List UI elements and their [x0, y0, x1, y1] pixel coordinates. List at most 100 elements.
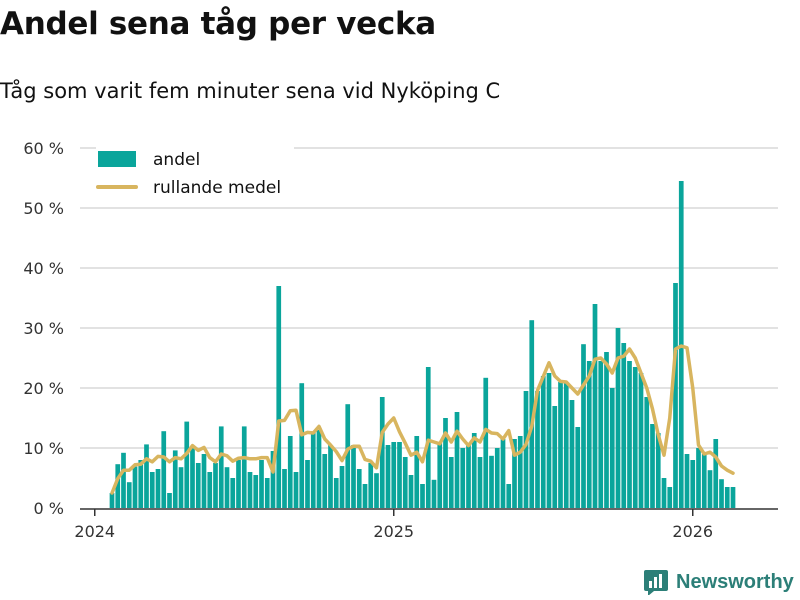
bar: [351, 445, 356, 508]
bar: [673, 283, 678, 508]
bar: [201, 454, 207, 508]
bar: [259, 460, 264, 508]
bar: [598, 361, 604, 508]
bar: [190, 448, 195, 508]
bar: [621, 343, 627, 508]
bar: [362, 484, 368, 508]
legend: andel rullande medel: [96, 142, 294, 202]
bar: [437, 442, 443, 508]
bar: [609, 388, 615, 508]
bar: [333, 478, 339, 508]
y-tick-label: 50 %: [23, 199, 64, 218]
bar: [391, 442, 397, 508]
bar: [178, 467, 184, 508]
bar: [172, 450, 178, 508]
bar: [512, 439, 517, 508]
bar: [529, 320, 535, 508]
bar: [730, 487, 736, 508]
bar: [328, 445, 333, 508]
bar: [546, 373, 552, 508]
bars-andel: [109, 181, 736, 508]
bar: [121, 452, 126, 508]
page-subtitle: Tåg som varit fem minuter sena vid Nyköp…: [0, 79, 501, 103]
x-tick-label: 2024: [74, 522, 115, 541]
bar: [489, 455, 494, 508]
legend-label-rullande-medel: rullande medel: [153, 178, 281, 198]
bar: [299, 383, 305, 508]
legend-swatch-andel: [98, 151, 136, 167]
bar: [345, 404, 351, 508]
bar: [241, 426, 247, 508]
bar: [368, 463, 374, 508]
bar: [224, 467, 230, 508]
bar: [517, 436, 523, 508]
bar: [282, 469, 287, 508]
bar: [420, 484, 425, 508]
bar: [132, 466, 138, 508]
bar: [719, 479, 724, 508]
bar: [707, 470, 713, 508]
bar: [213, 463, 218, 508]
bar: [126, 482, 132, 508]
y-tick-label: 30 %: [23, 319, 64, 338]
x-tick-label: 2026: [672, 522, 713, 541]
bar: [195, 463, 201, 508]
bar: [454, 412, 460, 508]
y-tick-label: 0 %: [34, 499, 64, 518]
bar: [713, 439, 719, 508]
bar: [149, 472, 155, 508]
x-axis: 2024 2025 2026: [74, 508, 778, 541]
bar: [270, 451, 276, 508]
bar: [155, 469, 161, 508]
bar: [305, 460, 310, 508]
bar: [230, 478, 236, 508]
bar: [592, 304, 598, 508]
newsworthy-icon: [644, 570, 668, 595]
bar: [431, 479, 437, 508]
bar: [477, 457, 483, 508]
bar: [644, 397, 650, 508]
x-tick-label: 2025: [373, 522, 414, 541]
bar: [650, 424, 655, 508]
bar: [322, 454, 328, 508]
bar: [466, 445, 471, 508]
bar: [379, 397, 385, 508]
bar: [115, 464, 121, 508]
bar: [494, 448, 500, 508]
bar: [615, 328, 621, 508]
bar: [523, 391, 529, 508]
bar: [460, 448, 466, 508]
bar: [575, 427, 581, 508]
bar: [293, 472, 299, 508]
bar: [627, 361, 632, 508]
y-tick-label: 40 %: [23, 259, 64, 278]
bar: [558, 382, 563, 508]
bar: [316, 430, 322, 508]
bar: [218, 426, 224, 508]
page-title: Andel sena tåg per vecka: [0, 6, 436, 42]
y-tick-label: 60 %: [23, 139, 64, 158]
y-tick-label: 20 %: [23, 379, 64, 398]
bar: [638, 373, 644, 508]
bar: [109, 493, 115, 508]
legend-label-andel: andel: [153, 150, 200, 170]
bar: [339, 466, 345, 508]
bar: [506, 484, 512, 508]
bar: [552, 406, 558, 508]
bar: [500, 439, 506, 508]
bar: [483, 377, 489, 508]
y-axis-labels: 0 % 10 % 20 % 30 % 40 % 50 % 60 %: [23, 139, 64, 518]
bar: [471, 433, 477, 508]
line-rullande-medel: [110, 344, 735, 495]
bar: [167, 493, 172, 508]
bar: [144, 444, 149, 508]
bar: [684, 454, 690, 508]
bar: [184, 421, 190, 508]
bar: [667, 487, 673, 508]
bar: [236, 460, 241, 508]
bar: [724, 487, 730, 508]
brand-logo: Newsworthy: [644, 569, 794, 595]
bar: [655, 433, 661, 508]
bar: [247, 472, 253, 508]
bar: [138, 460, 144, 508]
